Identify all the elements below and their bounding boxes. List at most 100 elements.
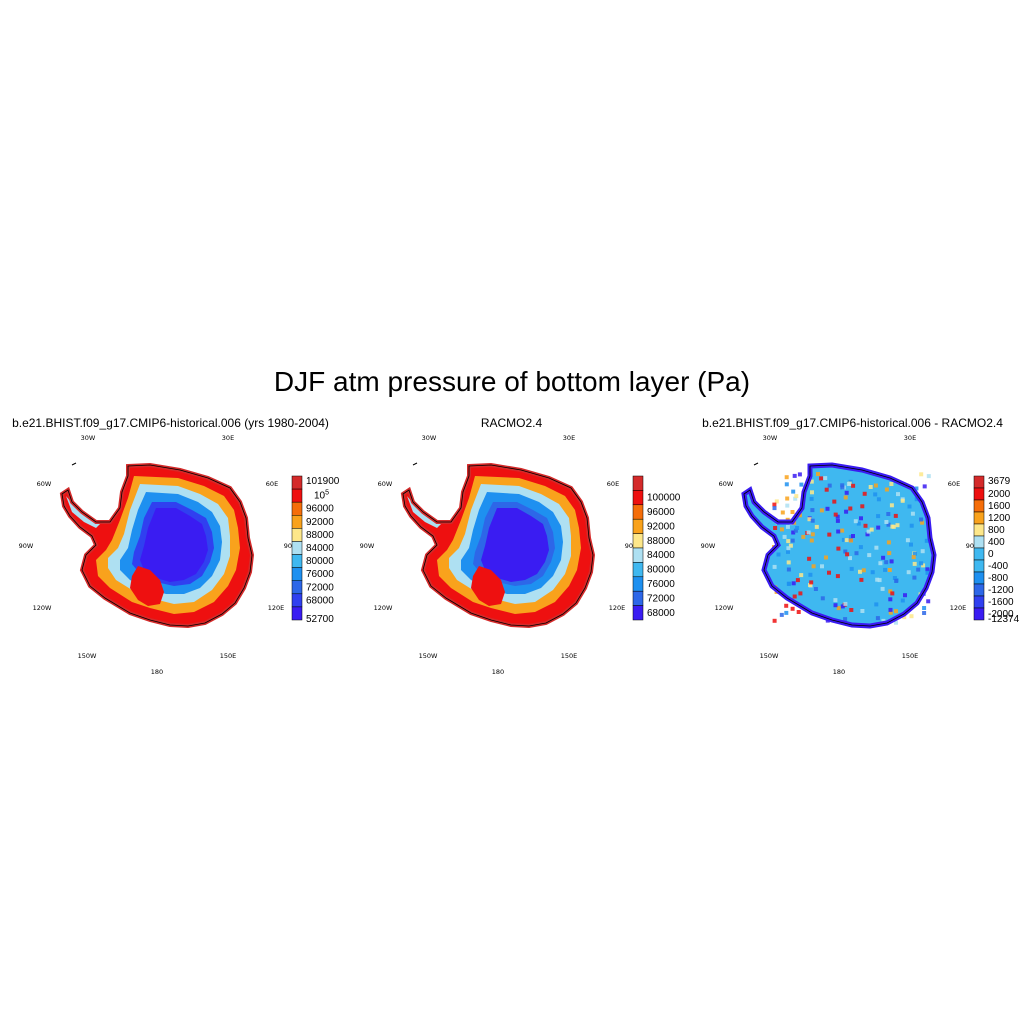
longitude-label: 30W	[763, 434, 778, 442]
difference-cell	[849, 608, 854, 612]
antarctica-landmass	[744, 465, 934, 626]
colorbar-label: 84000	[306, 543, 334, 554]
difference-cell	[893, 513, 898, 518]
difference-cell	[780, 510, 785, 515]
difference-cell	[833, 512, 838, 517]
difference-cell	[836, 606, 841, 611]
difference-cell	[832, 499, 837, 504]
colorbar-swatch	[291, 528, 303, 542]
difference-cell	[849, 566, 854, 571]
colorbar-label: -2000	[988, 609, 1014, 620]
difference-cell	[810, 490, 814, 495]
colorbar-label: 76000	[306, 569, 334, 580]
difference-cell	[819, 508, 824, 513]
difference-cell	[799, 573, 804, 578]
longitude-label: 30E	[222, 434, 234, 442]
difference-cell	[892, 576, 897, 580]
difference-cell	[784, 475, 789, 480]
colorbar-label: 84000	[647, 550, 675, 561]
difference-cell	[793, 528, 798, 533]
difference-cell	[920, 549, 925, 554]
difference-cell	[909, 523, 914, 528]
difference-cell	[910, 511, 915, 516]
difference-cell	[786, 567, 791, 572]
coastline	[743, 464, 935, 627]
colorbar-swatch	[291, 606, 303, 621]
longitude-label: 150E	[902, 652, 919, 660]
colorbar-label: 88000	[647, 536, 675, 547]
difference-cell	[921, 563, 926, 568]
colorbar-swatch	[973, 559, 985, 573]
difference-cell	[859, 516, 863, 521]
colorbar-label: 68000	[647, 608, 675, 619]
difference-cell	[874, 545, 879, 550]
difference-cell	[909, 614, 914, 619]
difference-cell	[809, 538, 814, 543]
difference-cell	[810, 518, 815, 523]
longitude-label: 90W	[19, 542, 34, 550]
colorbar-label: 68000	[306, 595, 334, 606]
difference-cell	[788, 543, 793, 548]
difference-cell	[922, 484, 927, 489]
ice-shelf-band	[130, 566, 164, 606]
difference-cell	[819, 476, 824, 481]
colorbar-swatch	[973, 499, 985, 513]
difference-cell	[890, 591, 895, 596]
difference-cell	[846, 482, 851, 486]
panel-model: b.e21.BHIST.f09_g17.CMIP6-historical.006…	[0, 410, 341, 690]
colorbar-swatch	[291, 488, 303, 503]
island-mark	[71, 462, 77, 466]
difference-cell	[887, 568, 892, 572]
difference-cell	[889, 503, 894, 508]
difference-cell	[875, 577, 880, 582]
difference-cell	[884, 487, 889, 492]
difference-cell	[876, 497, 881, 502]
difference-cell	[809, 496, 814, 501]
colorbar-swatch	[291, 541, 303, 555]
colorbar-swatch	[632, 590, 644, 606]
difference-cell	[791, 489, 796, 494]
colorbar-label: 92000	[647, 521, 675, 532]
difference-cell	[820, 564, 824, 569]
difference-cell	[799, 482, 804, 487]
colorbar-swatch	[973, 595, 985, 609]
difference-cell	[926, 599, 931, 604]
contour-band	[481, 508, 549, 582]
colorbar-label: -400	[988, 561, 1008, 572]
colorbar-swatch	[632, 475, 644, 491]
difference-cell	[860, 504, 865, 509]
difference-cell	[835, 574, 840, 579]
colorbar-swatch	[973, 475, 985, 489]
difference-cell	[790, 538, 795, 543]
colorbar-label: 80000	[647, 565, 675, 576]
difference-cell	[811, 564, 816, 569]
longitude-label: 60W	[719, 480, 734, 488]
longitude-label: 60E	[607, 480, 619, 488]
difference-cell	[903, 593, 907, 598]
difference-cell	[827, 483, 832, 488]
difference-cell	[807, 517, 812, 522]
difference-cell	[784, 610, 789, 615]
difference-cell	[824, 487, 829, 492]
longitude-label: 90W	[701, 542, 716, 550]
longitude-label: 90W	[360, 542, 375, 550]
longitude-label: 120W	[33, 604, 52, 612]
panel-title: RACMO2.4	[480, 416, 543, 430]
difference-cell	[786, 539, 791, 544]
difference-cell	[867, 553, 872, 558]
difference-cell	[854, 551, 859, 556]
difference-cell	[863, 523, 868, 528]
difference-cell	[772, 618, 777, 623]
difference-cell	[909, 542, 913, 547]
colorbar-swatch	[973, 583, 985, 597]
colorbar-swatch	[291, 554, 303, 568]
difference-cell	[823, 476, 828, 481]
difference-cell	[919, 517, 924, 522]
longitude-label: 120E	[950, 604, 967, 612]
longitude-label: 30E	[563, 434, 575, 442]
colorbar-swatch	[291, 593, 303, 608]
longitude-label: 180	[492, 668, 504, 676]
panel-title: b.e21.BHIST.f09_g17.CMIP6-historical.006…	[12, 416, 329, 430]
difference-cell	[845, 552, 850, 557]
difference-cell	[851, 483, 856, 488]
